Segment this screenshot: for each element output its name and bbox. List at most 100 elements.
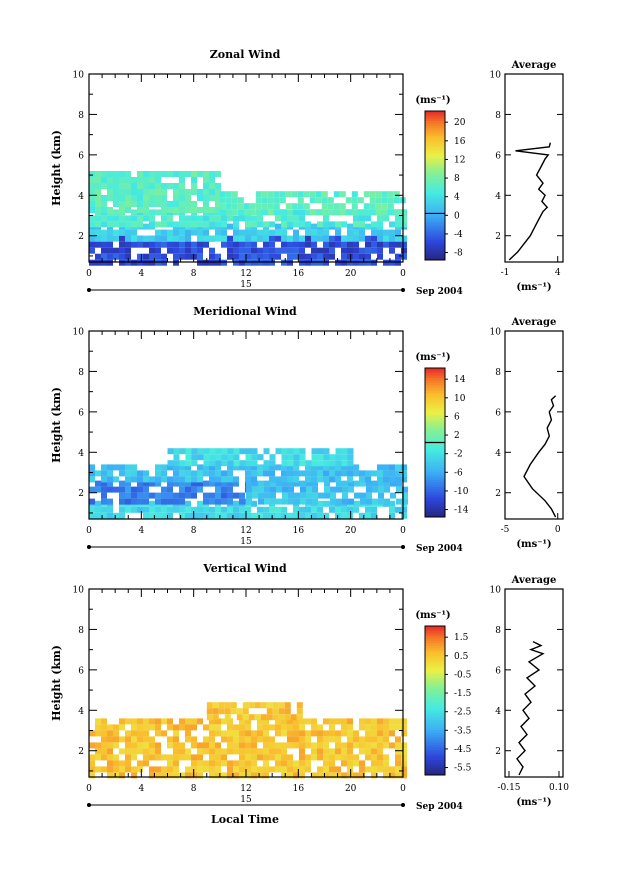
field-cell [185,718,191,725]
field-cell [215,460,222,467]
field-cell [149,748,155,755]
y-tick-label: 2 [78,489,84,499]
colorbar-segment [425,502,445,505]
field-cell [257,470,263,477]
field-cell [161,464,167,471]
colorbar-segment [425,717,445,721]
field-cell [245,229,251,236]
field-cell [191,506,197,513]
field-cell [317,247,323,254]
field-cell [143,195,149,201]
field-cell [323,772,329,779]
field-cell [233,772,239,779]
field-cell [323,259,329,266]
field-cell [327,203,334,210]
colorbar-tick-label: -6 [454,468,463,478]
field-cell [125,486,131,493]
field-cell [119,215,125,222]
field-cell [119,247,125,254]
field-cell [312,480,318,487]
colorbar-segment [425,462,445,466]
field-cell [245,766,251,773]
field-cell [149,506,155,513]
field-cell [89,766,95,773]
colorbar-segment [425,195,445,199]
field-cell [341,460,348,467]
colorbar-segment [425,163,445,167]
field-cell [89,486,95,493]
field-cell [191,177,197,183]
field-cell [245,235,251,242]
field-cell [401,772,407,779]
field-cell [203,464,209,471]
field-cell [215,512,221,519]
field-cell [347,253,353,260]
field-cell [119,492,125,499]
field-cell [89,183,95,189]
field-cell [221,221,227,228]
field-cell [287,247,293,254]
colorbar-segment [425,255,445,258]
field-cell [197,253,203,260]
field-cell [107,498,113,505]
field-cell [281,748,287,755]
field-cell [341,247,347,254]
field-cell [335,241,341,248]
field-cell [245,506,251,513]
field-cell [293,215,299,222]
field-cell [323,730,329,737]
colorbar-segment [425,437,445,441]
field-cell [353,772,359,779]
colorbar-segment [425,685,445,689]
colorbar-segment [425,173,445,176]
field-cell [137,189,143,195]
colorbar-segment [425,220,445,224]
colorbar-segment [425,178,445,181]
field-cell [143,748,149,755]
field-cell [293,506,299,513]
field-cell [299,215,305,222]
field-cell [377,470,383,477]
field-cell [251,241,257,248]
field-cell [282,480,288,487]
field-cell [377,760,383,767]
colorbar-segment [425,457,445,461]
field-cell [239,460,246,467]
field-cell [351,197,358,204]
field-cell [312,498,318,505]
field-cell [293,760,299,767]
field-cell [347,742,353,749]
field-cell [131,183,137,189]
field-cell [113,177,119,183]
field-cell [359,512,365,519]
field-cell [329,241,335,248]
x-tick-label: 0 [400,784,406,794]
field-cell [257,724,263,731]
field-cell [275,235,281,242]
field-cell [329,247,335,254]
field-cell [137,177,143,183]
field-cell [317,229,323,236]
date-bracket-end [87,803,91,807]
field-cell [221,470,227,477]
field-cell [311,730,317,737]
field-cell [303,203,310,210]
field-cell [89,195,95,201]
colorbar-segment [425,668,445,672]
field-cell [279,197,286,204]
field-cell [209,259,215,266]
field-cell [329,221,335,228]
field-cell [401,730,407,737]
field-cell [185,454,192,461]
field-cell [131,259,137,266]
field-cell [203,448,210,455]
field-cell [191,454,198,461]
field-cell [294,480,300,487]
field-cell [371,235,377,242]
field-cell [273,197,280,204]
field-cell [149,772,155,779]
field-cell [107,486,113,493]
colorbar-segment [425,509,445,513]
field-cell [113,742,119,749]
panel-title: Meridional Wind [193,305,297,318]
